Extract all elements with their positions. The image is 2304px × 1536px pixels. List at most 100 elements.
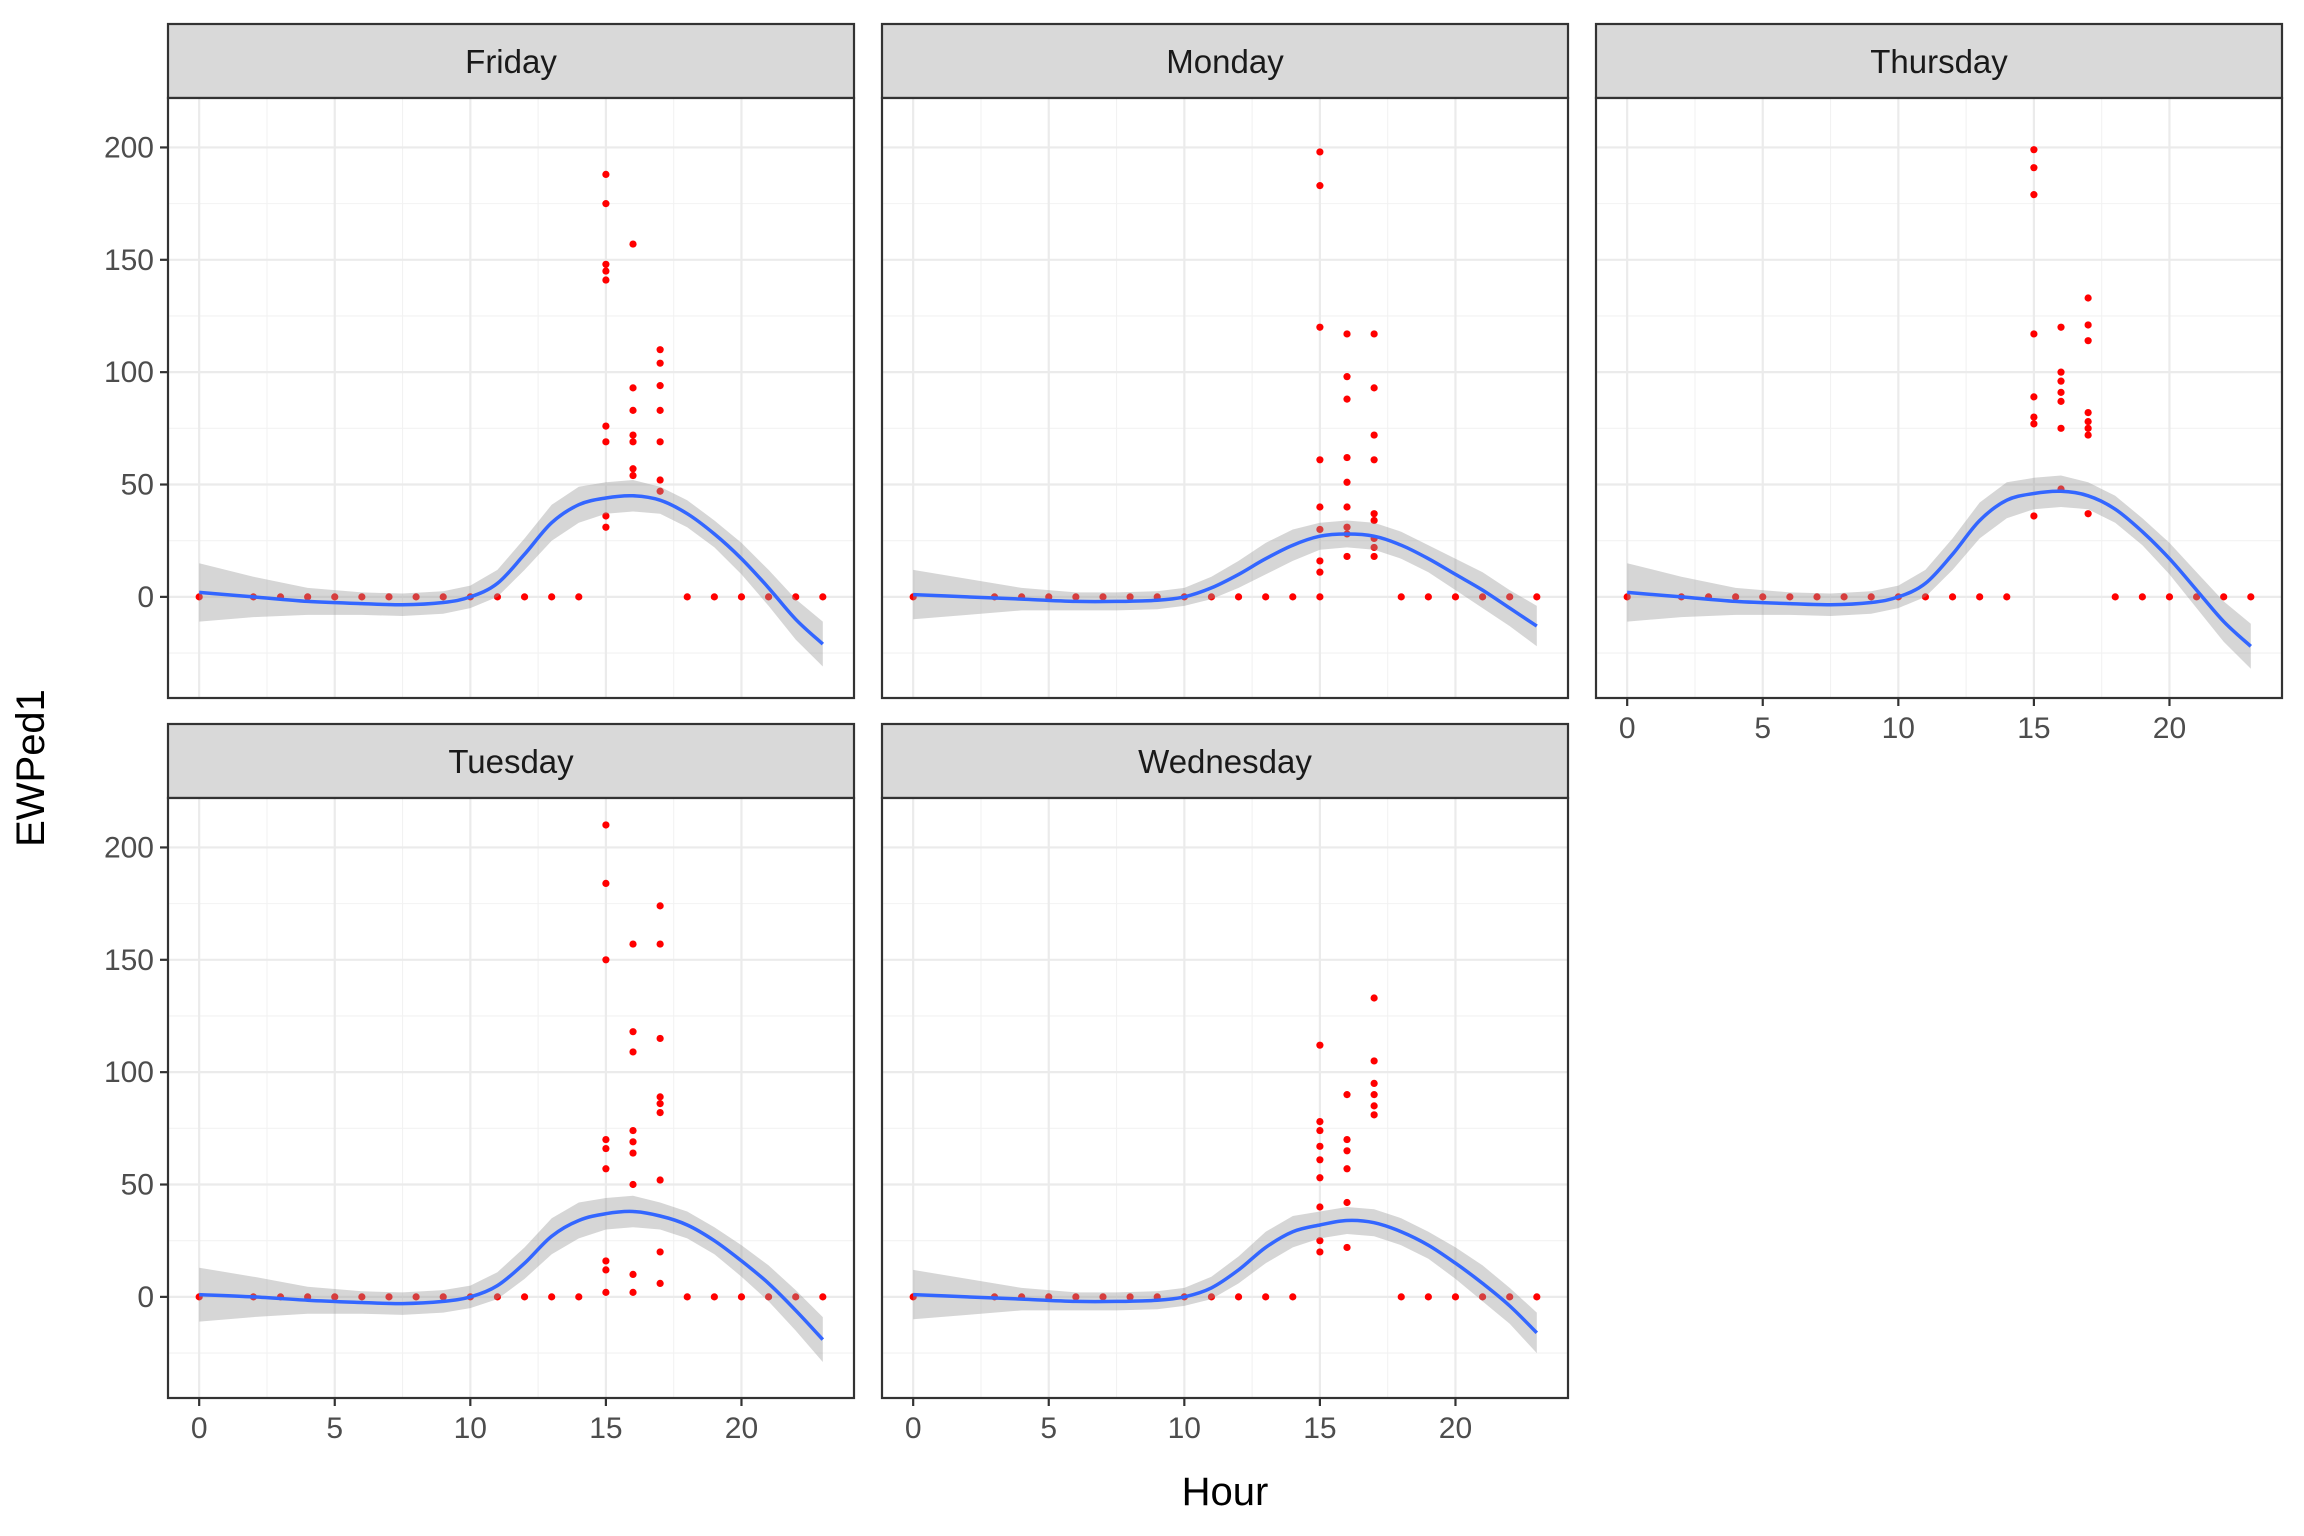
data-point bbox=[1424, 593, 1432, 601]
data-point bbox=[2057, 388, 2065, 396]
x-axis: 0 5 10 15 20 bbox=[191, 1398, 758, 1445]
data-point bbox=[1370, 456, 1378, 464]
y-axis: 0 50 100 150 200 bbox=[104, 131, 168, 614]
data-point bbox=[602, 821, 610, 829]
data-point bbox=[1976, 593, 1984, 601]
data-point bbox=[602, 1165, 610, 1173]
data-point bbox=[1234, 593, 1243, 601]
data-point bbox=[2057, 377, 2065, 385]
x-tick-label: 15 bbox=[589, 1412, 622, 1445]
data-point bbox=[1316, 1237, 1324, 1245]
data-point bbox=[629, 431, 637, 439]
data-point bbox=[2084, 337, 2092, 345]
data-point bbox=[575, 593, 583, 601]
data-point bbox=[602, 956, 610, 964]
data-point bbox=[2220, 593, 2228, 601]
data-point bbox=[1343, 453, 1351, 462]
data-point bbox=[1234, 1293, 1243, 1301]
strip-label-wednesday: Wednesday bbox=[1138, 743, 1312, 780]
data-point bbox=[2084, 294, 2092, 302]
data-point bbox=[656, 359, 664, 367]
data-point bbox=[2111, 593, 2119, 601]
data-point bbox=[1623, 593, 1631, 601]
data-point bbox=[737, 593, 746, 601]
y-tick-label: 0 bbox=[137, 1281, 154, 1314]
data-point bbox=[602, 260, 610, 268]
smooth-line-friday bbox=[199, 493, 824, 646]
data-point bbox=[1424, 1293, 1432, 1301]
data-point bbox=[548, 1293, 556, 1301]
data-point bbox=[1072, 1293, 1080, 1301]
data-point bbox=[1343, 395, 1351, 403]
data-point bbox=[1370, 543, 1378, 552]
data-point bbox=[656, 940, 664, 948]
data-point bbox=[629, 465, 637, 473]
strip-thursday bbox=[1594, 22, 2284, 100]
data-point bbox=[602, 523, 610, 531]
data-point bbox=[1343, 330, 1351, 338]
panel-monday: Monday bbox=[880, 22, 1570, 700]
data-point bbox=[656, 902, 664, 910]
data-point bbox=[195, 593, 203, 601]
data-point bbox=[1370, 384, 1378, 392]
data-point bbox=[1370, 1057, 1378, 1065]
y-tick-label: 100 bbox=[104, 356, 154, 389]
data-point bbox=[629, 471, 637, 480]
data-point bbox=[1370, 516, 1378, 525]
data-point bbox=[656, 1093, 664, 1101]
data-point bbox=[2192, 593, 2201, 601]
data-point bbox=[1207, 1293, 1216, 1301]
data-point bbox=[2057, 323, 2065, 331]
data-point bbox=[1343, 523, 1351, 531]
panel-border bbox=[166, 96, 856, 700]
data-point bbox=[1370, 994, 1378, 1002]
strip-label-friday: Friday bbox=[465, 43, 557, 80]
data-point bbox=[2084, 424, 2092, 432]
data-point bbox=[2030, 164, 2038, 172]
data-point bbox=[629, 940, 637, 948]
data-point bbox=[629, 406, 637, 414]
data-point bbox=[1370, 431, 1378, 439]
data-point bbox=[656, 1248, 664, 1256]
data-point bbox=[1262, 593, 1270, 601]
data-point bbox=[737, 1293, 746, 1301]
strip-label-monday: Monday bbox=[1166, 43, 1284, 80]
x-tick-label: 10 bbox=[1882, 712, 1915, 745]
data-point bbox=[629, 1126, 637, 1135]
data-point bbox=[1948, 593, 1957, 601]
data-point bbox=[2084, 510, 2092, 518]
panel-tuesday: Tuesday 0 50 100 150 200 0 5 10 15 20 bbox=[104, 722, 856, 1445]
data-point bbox=[439, 1293, 447, 1301]
data-point bbox=[1316, 182, 1324, 190]
data-point bbox=[1316, 1142, 1324, 1150]
x-tick-label: 15 bbox=[2017, 712, 2050, 745]
data-point bbox=[1451, 1293, 1460, 1301]
data-point bbox=[602, 170, 610, 179]
data-point bbox=[1316, 1041, 1324, 1049]
data-point bbox=[358, 1293, 366, 1301]
data-point bbox=[629, 1048, 637, 1056]
data-point bbox=[304, 593, 312, 601]
data-point bbox=[1316, 1248, 1324, 1256]
data-point bbox=[764, 593, 773, 601]
data-point bbox=[1732, 593, 1740, 601]
data-point bbox=[629, 1138, 637, 1146]
data-point bbox=[602, 200, 610, 208]
data-point bbox=[1533, 1293, 1541, 1301]
data-point bbox=[602, 1135, 610, 1144]
data-point bbox=[1370, 1102, 1378, 1110]
panel-border bbox=[1594, 96, 2284, 700]
data-point bbox=[1343, 1243, 1351, 1252]
smooth-line-tuesday bbox=[199, 1209, 825, 1341]
data-point bbox=[1478, 1293, 1487, 1301]
x-tick-label: 0 bbox=[1619, 712, 1636, 745]
data-point bbox=[602, 1266, 610, 1274]
data-point bbox=[1316, 323, 1324, 331]
points-friday bbox=[195, 170, 827, 601]
data-point bbox=[656, 1176, 664, 1184]
data-point bbox=[412, 593, 420, 601]
data-point bbox=[602, 422, 610, 430]
strip-label-thursday: Thursday bbox=[1870, 43, 2008, 80]
